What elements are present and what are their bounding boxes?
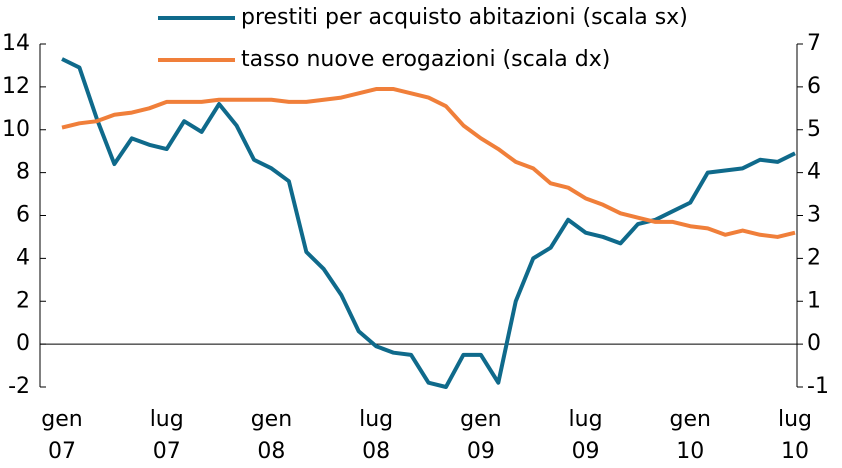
x-tick-label: lug 07 <box>149 407 184 464</box>
x-tick-label: lug 08 <box>359 407 394 464</box>
x-tick-label: gen 10 <box>669 407 711 464</box>
y2-tick-label: 3 <box>807 203 821 228</box>
y-tick-label: 4 <box>16 245 30 270</box>
y-tick-label: 2 <box>16 288 30 313</box>
y2-tick-label: 2 <box>807 245 821 270</box>
y2-tick-label: 5 <box>807 117 821 142</box>
y-tick-label: 12 <box>2 74 30 99</box>
y2-tick-label: 1 <box>807 288 821 313</box>
x-tick-label: lug 10 <box>777 407 813 464</box>
y2-tick-label: 4 <box>807 160 821 185</box>
legend-label: prestiti per acquisto abitazioni (scala … <box>241 5 688 30</box>
y-tick-label: 14 <box>2 31 30 56</box>
y2-tick-label: 6 <box>807 74 821 99</box>
y-tick-label: -2 <box>8 374 30 399</box>
y2-tick-label: 7 <box>807 31 821 56</box>
legend-label: tasso nuove erogazioni (scala dx) <box>241 47 610 72</box>
x-tick-label: gen 08 <box>250 407 293 464</box>
y-tick-label: 8 <box>16 160 30 185</box>
data-line <box>61 87 796 239</box>
x-tick-label: gen 07 <box>41 407 83 464</box>
x-tick-label: gen 09 <box>460 407 502 464</box>
data-line <box>61 57 796 389</box>
x-tick-label: lug 09 <box>568 407 603 464</box>
y-tick-label: 6 <box>16 203 30 228</box>
y-tick-label: 0 <box>16 331 30 356</box>
y-tick-label: 10 <box>2 117 30 142</box>
y2-tick-label: -1 <box>807 374 829 399</box>
y2-tick-label: 0 <box>807 331 821 356</box>
